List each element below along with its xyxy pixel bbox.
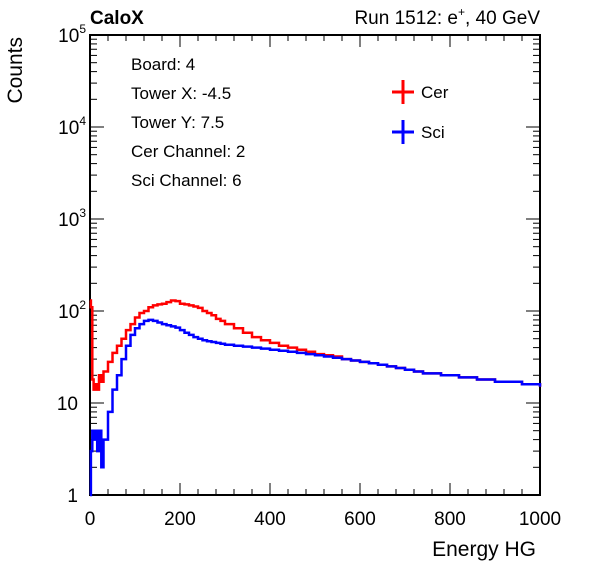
y-tick-base: 10 (58, 26, 79, 47)
info-line-0: Board: 4 (131, 55, 195, 74)
x-tick-label: 600 (344, 509, 376, 530)
x-axis-title: Energy HG (432, 538, 536, 561)
y-tick-exponent: 3 (79, 206, 86, 220)
series-sci-line (89, 318, 542, 497)
y-tick-label: 102 (58, 298, 86, 323)
y-axis-title: Counts (4, 37, 27, 104)
x-tick-label: 400 (254, 509, 286, 530)
header-right: Run 1512: e+, 40 GeV (354, 5, 540, 29)
y-tick-label: 1 (67, 486, 78, 507)
legend: Cer Sci (392, 80, 449, 144)
y-tick-label: 10 (57, 394, 78, 415)
y-tick-exponent: 4 (79, 114, 86, 128)
x-tick-label: 200 (164, 509, 196, 530)
header-right-sup: + (458, 5, 465, 19)
info-line-4: Sci Channel: 6 (131, 171, 242, 190)
info-line-3: Cer Channel: 2 (131, 142, 245, 161)
legend-cer-label: Cer (421, 83, 449, 102)
y-tick-exponent: 5 (79, 22, 86, 36)
info-line-1: Tower X: -4.5 (131, 84, 231, 103)
legend-sci-label: Sci (421, 123, 445, 142)
x-tick-label: 1000 (519, 509, 561, 530)
series-layer (89, 299, 542, 497)
header-right-prefix: Run 1512: e (354, 8, 458, 29)
y-tick-exponent: 2 (79, 298, 86, 312)
y-tick-base: 10 (58, 210, 79, 231)
header-right-suffix: , 40 GeV (465, 8, 540, 29)
x-tick-label: 0 (85, 509, 96, 530)
y-tick-label: 104 (58, 114, 86, 139)
y-tick-base: 10 (58, 302, 79, 323)
info-line-2: Tower Y: 7.5 (131, 113, 224, 132)
y-tick-base: 10 (58, 118, 79, 139)
legend-cer: Cer (392, 80, 449, 104)
y-tick-label: 103 (58, 206, 86, 231)
y-tick-label: 105 (58, 22, 86, 47)
legend-sci: Sci (392, 120, 445, 144)
x-tick-label: 800 (434, 509, 466, 530)
plot-frame (89, 34, 541, 496)
header-left: CaloX (90, 8, 144, 29)
info-box: Board: 4 Tower X: -4.5 Tower Y: 7.5 Cer … (131, 55, 245, 190)
